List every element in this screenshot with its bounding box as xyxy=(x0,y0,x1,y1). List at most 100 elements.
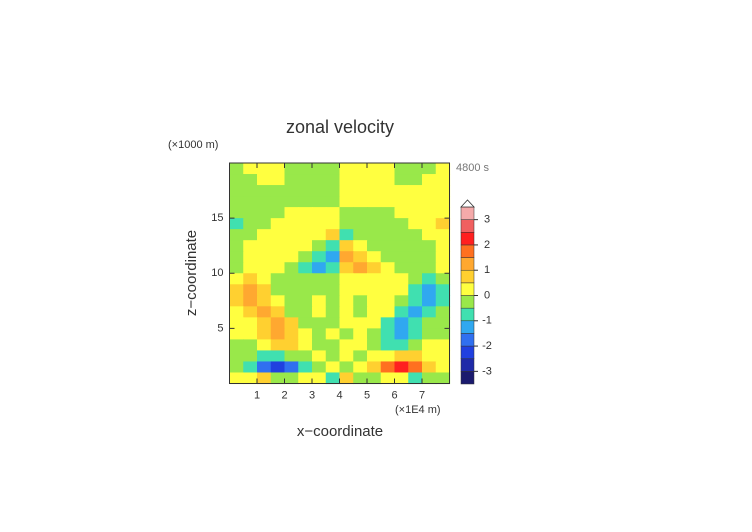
colorbar-band xyxy=(460,371,475,385)
field-cell xyxy=(243,240,258,252)
field-cell xyxy=(284,196,299,208)
field-cell xyxy=(243,350,258,363)
field-cell xyxy=(312,196,327,208)
field-cell xyxy=(312,350,327,363)
y-tick-label: 10 xyxy=(211,267,223,279)
field-cell xyxy=(243,251,258,263)
field-cell xyxy=(312,174,327,186)
field-cell xyxy=(408,372,423,385)
field-cell xyxy=(435,328,451,340)
field-cell xyxy=(312,306,327,318)
field-cell xyxy=(270,163,286,175)
field-cell xyxy=(243,361,258,374)
field-cell xyxy=(284,163,299,175)
field-cell xyxy=(353,196,368,208)
field-cell xyxy=(353,240,368,252)
field-cell xyxy=(270,240,286,252)
field-cell xyxy=(353,262,368,274)
field-cell xyxy=(380,372,396,385)
field-cell xyxy=(367,196,382,208)
field-cell xyxy=(435,350,451,363)
field-cell xyxy=(325,262,341,274)
field-cell xyxy=(408,306,423,318)
field-cell xyxy=(298,262,313,274)
field-cell xyxy=(435,196,451,208)
field-cell xyxy=(394,328,409,340)
field-cell xyxy=(243,295,258,307)
field-cell xyxy=(229,295,244,307)
field-cell xyxy=(257,262,272,274)
field-cell xyxy=(257,185,272,197)
field-cell xyxy=(284,207,299,219)
field-cell xyxy=(353,273,368,285)
field-cell xyxy=(380,328,396,340)
colorbar-band xyxy=(460,358,475,372)
field-cell xyxy=(229,229,244,241)
field-cell xyxy=(394,163,409,175)
colorbar-band xyxy=(460,257,475,271)
field-cell xyxy=(408,262,423,274)
field-cell xyxy=(229,361,244,374)
field-cell xyxy=(284,262,299,274)
field-cell xyxy=(325,339,341,352)
field-cell xyxy=(325,328,341,340)
field-cell xyxy=(339,218,354,230)
field-cell xyxy=(270,218,286,230)
field-cell xyxy=(380,240,396,252)
field-cell xyxy=(408,295,423,307)
field-cell xyxy=(380,262,396,274)
field-cell xyxy=(284,306,299,318)
field-cell xyxy=(394,218,409,230)
field-cell xyxy=(298,306,313,318)
field-cell xyxy=(380,295,396,307)
field-cell xyxy=(339,174,354,186)
field-cell xyxy=(270,339,286,352)
field-cell xyxy=(270,317,286,329)
field-cell xyxy=(353,350,368,363)
field-cell xyxy=(353,174,368,186)
field-cell xyxy=(229,372,244,385)
field-cell xyxy=(353,185,368,197)
field-cell xyxy=(435,174,451,186)
field-cell xyxy=(353,163,368,175)
field-cell xyxy=(353,306,368,318)
field-cell xyxy=(325,372,341,385)
chart-title: zonal velocity xyxy=(286,117,394,137)
field-cell xyxy=(353,218,368,230)
field-cell xyxy=(298,185,313,197)
field-cell xyxy=(435,361,451,374)
field-cell xyxy=(380,306,396,318)
field-cell xyxy=(422,306,437,318)
field-cell xyxy=(435,295,451,307)
colorbar-band xyxy=(460,269,475,284)
field-cell xyxy=(422,240,437,252)
field-cell xyxy=(367,284,382,296)
field-cell xyxy=(367,262,382,274)
field-cell xyxy=(353,372,368,385)
field-cell xyxy=(325,229,341,241)
field-cell xyxy=(270,372,286,385)
field-cell xyxy=(394,339,409,352)
field-cell xyxy=(312,251,327,263)
field-cell xyxy=(422,317,437,329)
field-cell xyxy=(257,306,272,318)
field-cell xyxy=(325,196,341,208)
field-cell xyxy=(243,306,258,318)
field-cell xyxy=(312,240,327,252)
field-cell xyxy=(408,196,423,208)
field-cell xyxy=(435,218,451,230)
field-cell xyxy=(229,196,244,208)
field-cell xyxy=(408,251,423,263)
field-cell xyxy=(284,295,299,307)
field-cell xyxy=(243,284,258,296)
field-cell xyxy=(229,328,244,340)
field-cell xyxy=(408,174,423,186)
field-cell xyxy=(270,229,286,241)
field-cell xyxy=(394,361,409,374)
field-cell xyxy=(422,163,437,175)
field-cell xyxy=(353,207,368,219)
colorbar-tick-label: 3 xyxy=(484,214,490,226)
field-cell xyxy=(408,361,423,374)
field-cell xyxy=(284,174,299,186)
field-cell xyxy=(325,174,341,186)
